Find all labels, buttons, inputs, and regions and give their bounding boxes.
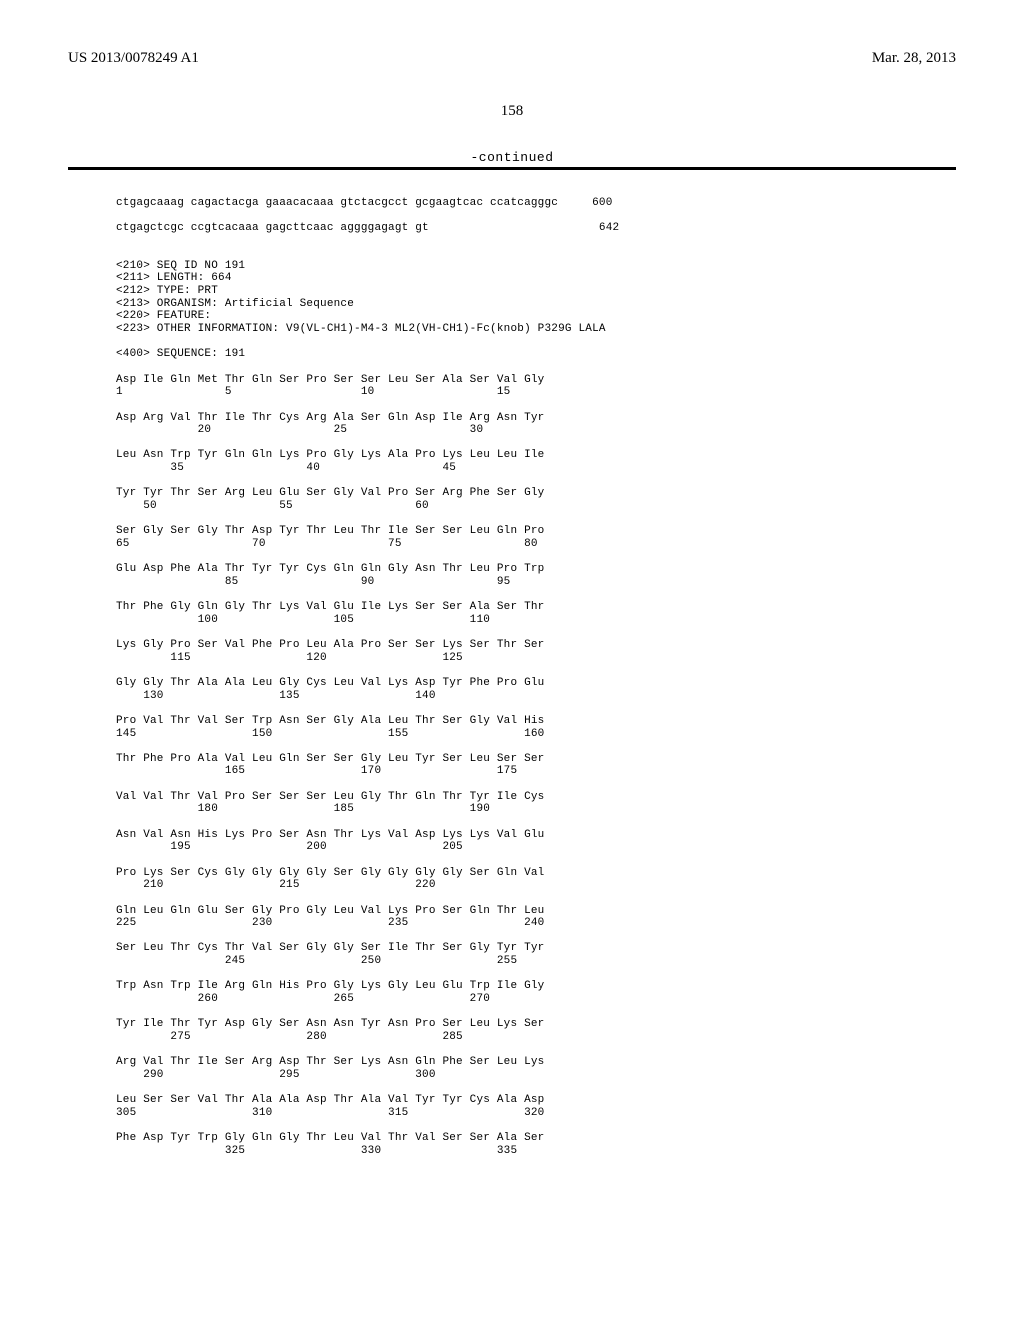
aa-row-seq: Ser Leu Thr Cys Thr Val Ser Gly Gly Ser …	[116, 942, 544, 954]
aa-row-seq: Phe Asp Tyr Trp Gly Gln Gly Thr Leu Val …	[116, 1132, 544, 1144]
aa-row-seq: Pro Lys Ser Cys Gly Gly Gly Gly Ser Gly …	[116, 867, 544, 879]
seq-tag: <213> ORGANISM: Artificial Sequence	[116, 298, 354, 310]
aa-row-seq: Val Val Thr Val Pro Ser Ser Ser Leu Gly …	[116, 791, 544, 803]
aa-row-seq: Pro Val Thr Val Ser Trp Asn Ser Gly Ala …	[116, 715, 544, 727]
aa-row-seq: Gly Gly Thr Ala Ala Leu Gly Cys Leu Val …	[116, 677, 544, 689]
nuc-pos: 600	[592, 197, 612, 209]
sequence-listing: ctgagcaaag cagactacga gaaacacaaa gtctacg…	[0, 170, 1024, 1157]
nuc-seq-line: ctgagcaaag cagactacga gaaacacaaa gtctacg…	[116, 197, 558, 209]
pub-number: US 2013/0078249 A1	[68, 50, 199, 67]
pub-date: Mar. 28, 2013	[872, 50, 956, 67]
aa-row-seq: Tyr Ile Thr Tyr Asp Gly Ser Asn Asn Tyr …	[116, 1018, 544, 1030]
aa-row-seq: Ser Gly Ser Gly Thr Asp Tyr Thr Leu Thr …	[116, 525, 544, 537]
seq-tag: <400> SEQUENCE: 191	[116, 348, 245, 360]
seq-tag: <212> TYPE: PRT	[116, 285, 218, 297]
aa-row-num: 85 90 95	[116, 576, 510, 588]
page-number: 158	[0, 75, 1024, 120]
aa-row-num: 35 40 45	[116, 462, 456, 474]
aa-row-seq: Arg Val Thr Ile Ser Arg Asp Thr Ser Lys …	[116, 1056, 544, 1068]
aa-row-num: 180 185 190	[116, 803, 490, 815]
page-header: US 2013/0078249 A1 Mar. 28, 2013	[0, 0, 1024, 75]
aa-row-num: 305 310 315 320	[116, 1107, 544, 1119]
seq-tag: <210> SEQ ID NO 191	[116, 260, 245, 272]
aa-row-seq: Lys Gly Pro Ser Val Phe Pro Leu Ala Pro …	[116, 639, 544, 651]
aa-row-num: 195 200 205	[116, 841, 463, 853]
aa-row-num: 100 105 110	[116, 614, 490, 626]
aa-row-num: 1 5 10 15	[116, 386, 510, 398]
aa-row-seq: Asn Val Asn His Lys Pro Ser Asn Thr Lys …	[116, 829, 544, 841]
aa-row-num: 145 150 155 160	[116, 728, 544, 740]
aa-row-num: 65 70 75 80	[116, 538, 538, 550]
aa-row-num: 50 55 60	[116, 500, 429, 512]
nuc-seq-line: ctgagctcgc ccgtcacaaa gagcttcaac aggggag…	[116, 222, 429, 234]
aa-row-seq: Thr Phe Pro Ala Val Leu Gln Ser Ser Gly …	[116, 753, 544, 765]
aa-row-seq: Leu Asn Trp Tyr Gln Gln Lys Pro Gly Lys …	[116, 449, 544, 461]
seq-tag: <211> LENGTH: 664	[116, 272, 232, 284]
aa-row-num: 165 170 175	[116, 765, 517, 777]
aa-row-num: 325 330 335	[116, 1145, 517, 1157]
aa-row-num: 260 265 270	[116, 993, 490, 1005]
nuc-pos: 642	[599, 222, 619, 234]
aa-row-seq: Leu Ser Ser Val Thr Ala Ala Asp Thr Ala …	[116, 1094, 544, 1106]
aa-row-seq: Thr Phe Gly Gln Gly Thr Lys Val Glu Ile …	[116, 601, 544, 613]
aa-row-num: 115 120 125	[116, 652, 463, 664]
aa-row-num: 245 250 255	[116, 955, 517, 967]
continued-label: -continued	[0, 120, 1024, 167]
aa-row-seq: Glu Asp Phe Ala Thr Tyr Tyr Cys Gln Gln …	[116, 563, 544, 575]
aa-row-seq: Tyr Tyr Thr Ser Arg Leu Glu Ser Gly Val …	[116, 487, 544, 499]
aa-row-num: 290 295 300	[116, 1069, 436, 1081]
seq-tag: <223> OTHER INFORMATION: V9(VL-CH1)-M4-3…	[116, 323, 606, 335]
aa-row-seq: Trp Asn Trp Ile Arg Gln His Pro Gly Lys …	[116, 980, 544, 992]
aa-row-num: 130 135 140	[116, 690, 436, 702]
aa-row-seq: Gln Leu Gln Glu Ser Gly Pro Gly Leu Val …	[116, 905, 544, 917]
aa-row-num: 275 280 285	[116, 1031, 463, 1043]
seq-tag: <220> FEATURE:	[116, 310, 211, 322]
aa-row-num: 20 25 30	[116, 424, 483, 436]
aa-row-num: 210 215 220	[116, 879, 436, 891]
aa-row-seq: Asp Arg Val Thr Ile Thr Cys Arg Ala Ser …	[116, 412, 544, 424]
aa-row-seq: Asp Ile Gln Met Thr Gln Ser Pro Ser Ser …	[116, 374, 544, 386]
aa-row-num: 225 230 235 240	[116, 917, 544, 929]
